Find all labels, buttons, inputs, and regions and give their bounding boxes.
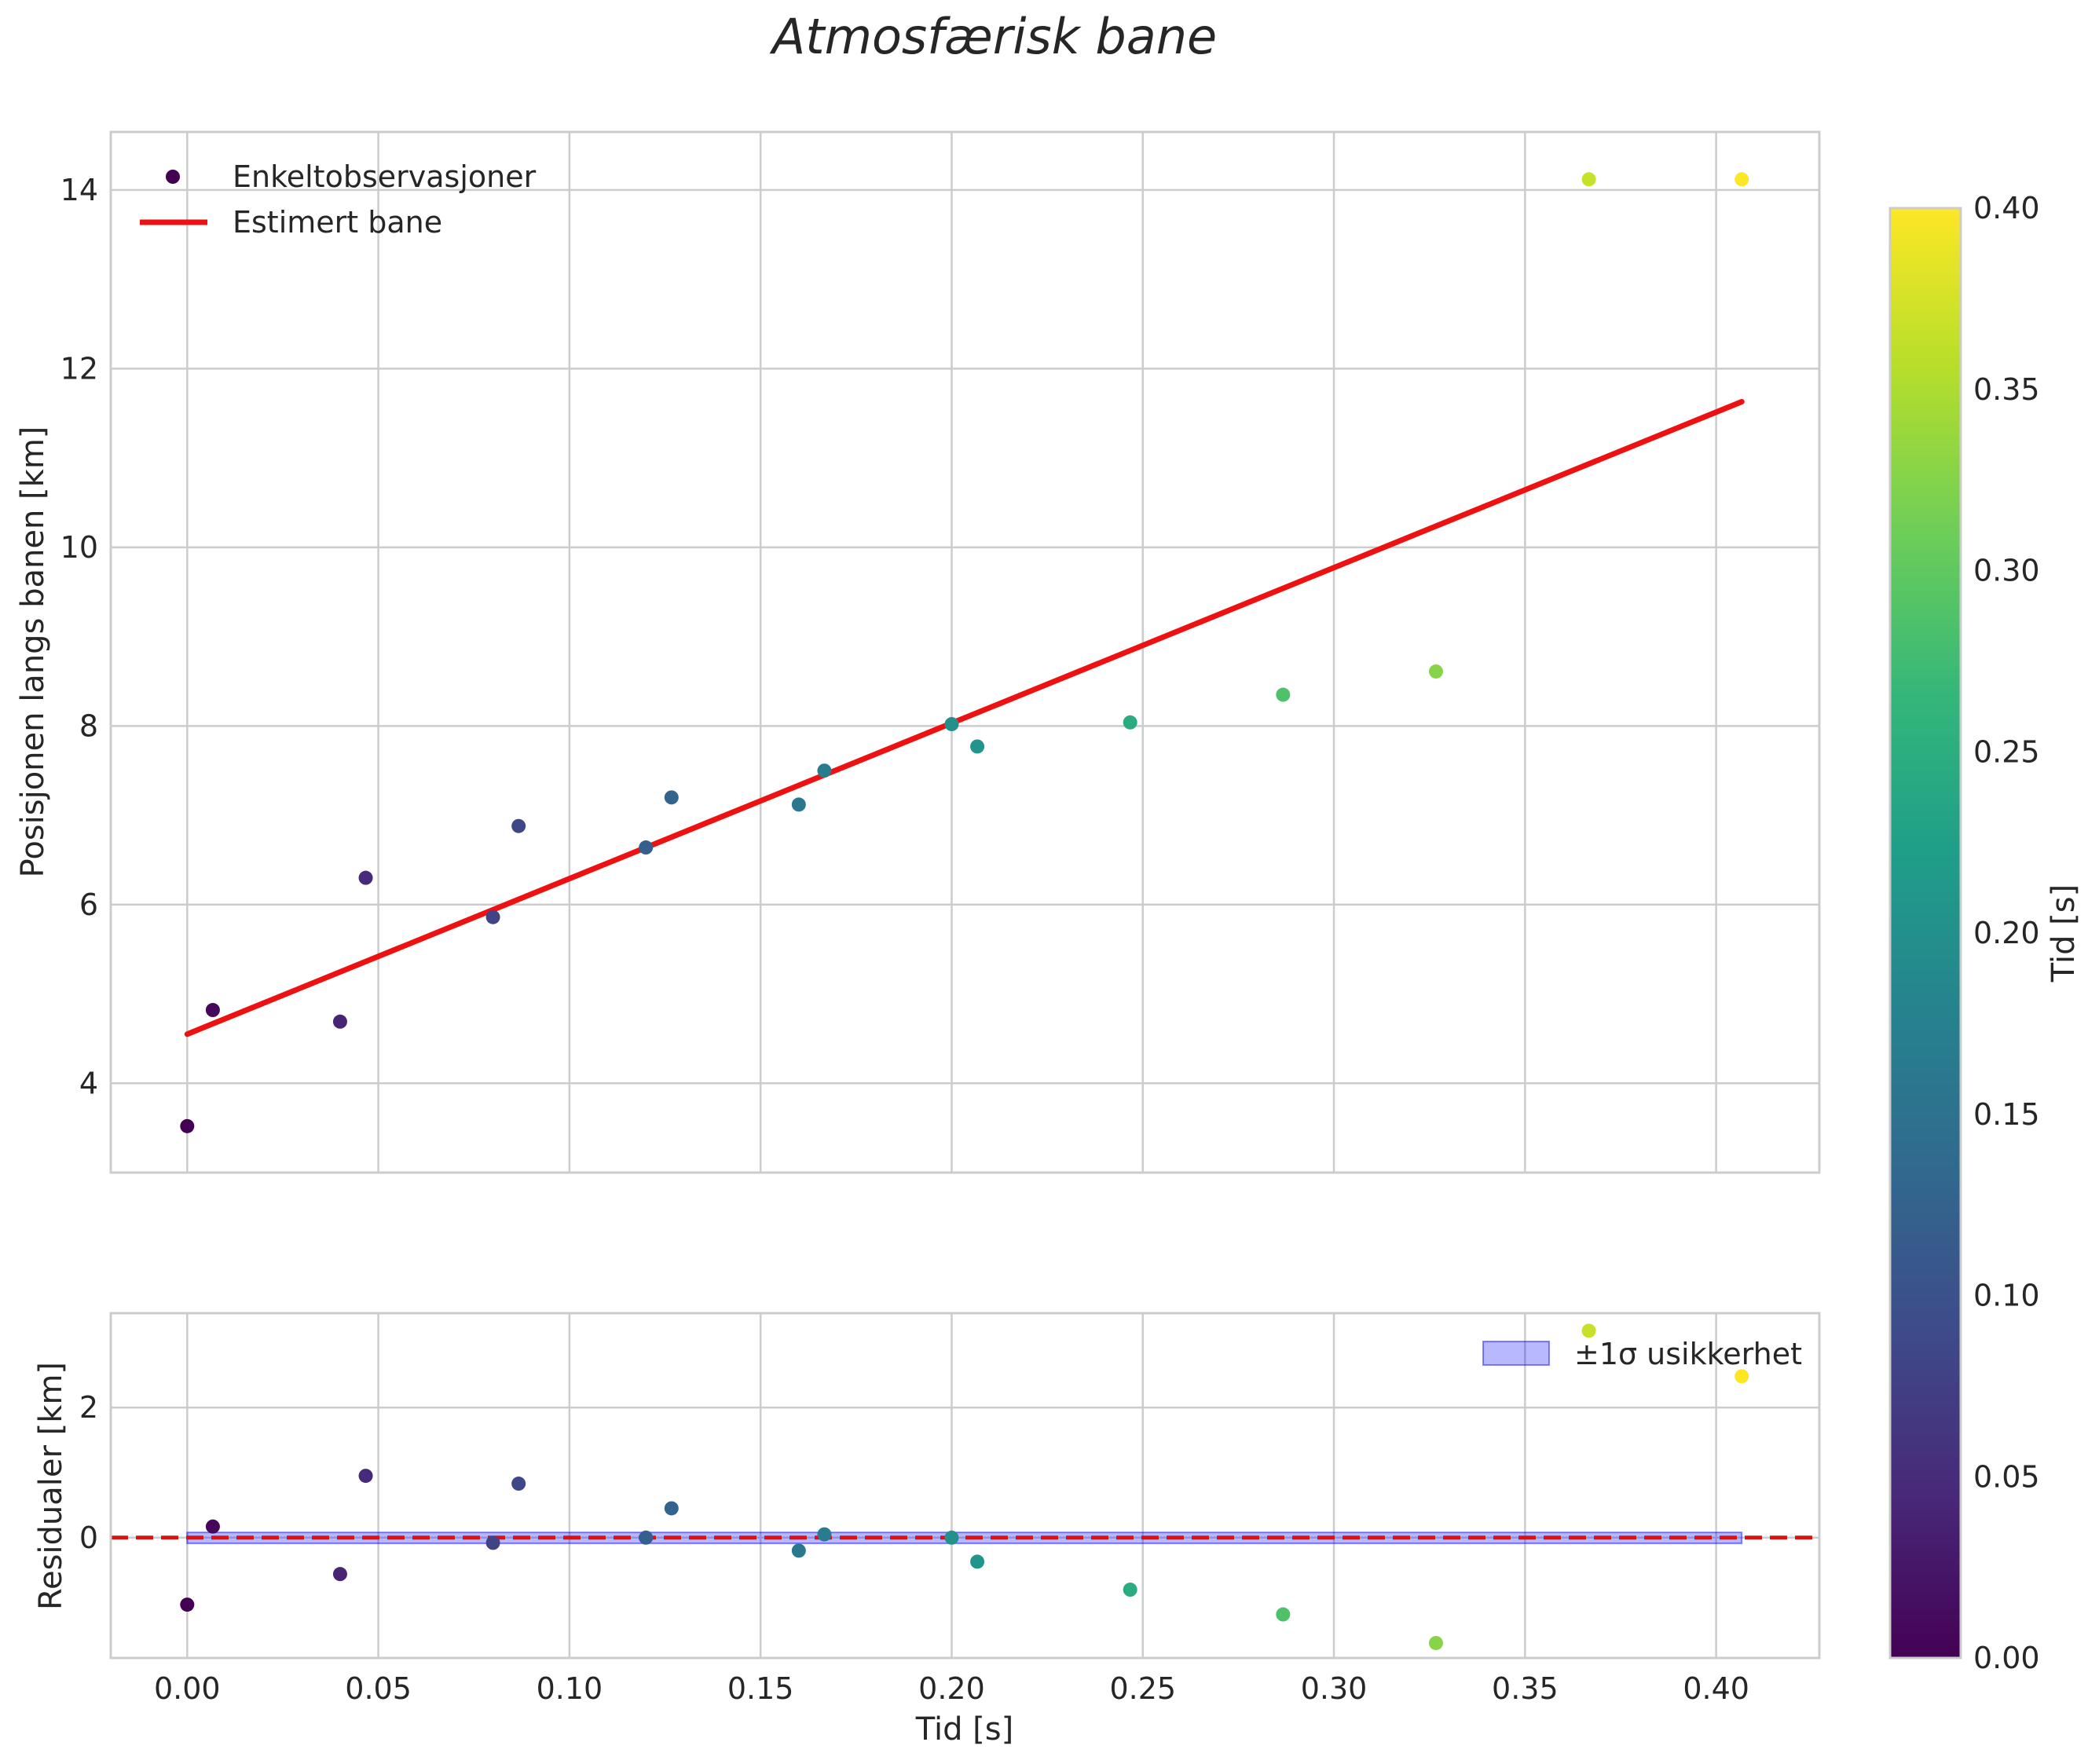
main-grid <box>111 132 1819 1173</box>
colorbar-tick-label: 0.25 <box>1973 734 2040 769</box>
residual-point <box>511 1477 526 1491</box>
x-tick-label: 0.15 <box>727 1671 794 1706</box>
observation-point <box>205 1003 220 1018</box>
colorbar-tick-label: 0.30 <box>1973 554 2040 588</box>
residual-legend: ±1σ usikkerhet <box>1482 1337 1802 1371</box>
colorbar: 0.00 0.05 0.10 0.15 0.20 0.25 0.30 0.35 0.40 Tid… <box>1888 191 2082 1675</box>
residual-point <box>1428 1635 1443 1650</box>
residual-point <box>1581 1323 1596 1338</box>
colorbar-tick-label: 0.40 <box>1973 191 2040 225</box>
x-axis-label: Tid [s] <box>915 1711 1013 1748</box>
chart-title: Atmosfærisk bane <box>769 8 1217 65</box>
main-y-axis-label: Posisjonen langs banen [km] <box>15 426 51 878</box>
residual-point <box>1735 1369 1749 1384</box>
residual-point <box>791 1543 806 1558</box>
residual-point <box>485 1535 500 1550</box>
observation-point <box>791 797 806 812</box>
residual-points <box>180 1323 1749 1650</box>
x-tick-label: 0.25 <box>1109 1671 1176 1706</box>
colorbar-tick-labels: 0.00 0.05 0.10 0.15 0.20 0.25 0.30 0.35 0.40 <box>1973 191 2040 1675</box>
observation-point <box>180 1118 195 1133</box>
x-tick-labels: 0.00 0.05 0.10 0.15 0.20 0.25 0.30 0.35 0.40 <box>154 1671 1749 1706</box>
residual-y-axis-label: Residualer [km] <box>33 1362 69 1610</box>
residual-point <box>970 1554 985 1569</box>
residual-point <box>664 1501 679 1516</box>
colorbar-tick-label: 0.20 <box>1973 916 2040 950</box>
colorbar-label: Tid [s] <box>2046 884 2082 983</box>
observation-point <box>1581 172 1596 187</box>
colorbar-tick-label: 0.15 <box>1973 1097 2040 1132</box>
legend-entry-uncertainty: ±1σ usikkerhet <box>1574 1337 1802 1371</box>
main-plot-frame <box>109 130 1821 1174</box>
colorbar-tick-label: 0.05 <box>1973 1459 2040 1494</box>
observation-point <box>1735 172 1749 187</box>
x-tick-label: 0.35 <box>1492 1671 1559 1706</box>
observation-point <box>511 818 526 833</box>
residual-y-tick-label: 0 <box>79 1521 98 1555</box>
observation-point <box>332 1014 347 1029</box>
observation-point <box>817 763 832 778</box>
observation-point <box>485 909 500 924</box>
residual-y-tick-labels: 02 <box>79 1390 98 1555</box>
main-y-tick-label: 14 <box>60 173 98 207</box>
observation-point <box>1276 687 1291 702</box>
residual-point <box>1123 1583 1137 1597</box>
colorbar-gradient <box>1888 207 1962 1660</box>
observation-point <box>970 739 985 754</box>
legend-entry-observations: Enkeltobservasjoner <box>233 159 537 194</box>
legend-entry-estimated: Estimert bane <box>233 205 442 240</box>
main-y-tick-label: 8 <box>79 708 98 743</box>
residual-point <box>817 1527 832 1542</box>
main-y-tick-labels: 4 6 8 10 12 14 <box>60 173 98 1100</box>
main-plot-panel: 4 6 8 10 12 14 Posisjonen langs banen [km] En… <box>15 130 1821 1174</box>
residual-point <box>205 1519 220 1534</box>
observation-point <box>639 840 654 855</box>
colorbar-tick-label: 0.35 <box>1973 372 2040 407</box>
x-tick-label: 0.40 <box>1683 1671 1749 1706</box>
observation-point <box>1428 664 1443 679</box>
main-y-tick-label: 12 <box>60 351 98 386</box>
residual-plot-panel: 02 0.00 0.05 0.10 0.15 0.20 0.25 0.30 0.35 0.40 … <box>33 1312 1821 1748</box>
residual-point <box>1276 1607 1291 1622</box>
residual-plot-frame <box>109 1312 1821 1660</box>
observation-point <box>664 790 679 805</box>
main-legend: Enkeltobservasjoner Estimert bane <box>140 159 537 240</box>
residual-point <box>944 1530 959 1545</box>
x-tick-label: 0.05 <box>345 1671 412 1706</box>
residual-grid <box>111 1313 1819 1658</box>
colorbar-tick-label: 0.00 <box>1973 1641 2040 1675</box>
legend-scatter-marker <box>166 170 180 184</box>
x-tick-label: 0.20 <box>918 1671 985 1706</box>
residual-point <box>180 1597 195 1612</box>
legend-band-marker <box>1482 1341 1550 1366</box>
main-y-tick-label: 10 <box>60 530 98 565</box>
main-observation-points <box>180 172 1749 1133</box>
observation-point <box>1123 715 1137 730</box>
residual-point <box>332 1567 347 1582</box>
x-tick-label: 0.10 <box>537 1671 603 1706</box>
x-tick-label: 0.00 <box>154 1671 221 1706</box>
residual-y-tick-label: 2 <box>79 1390 98 1425</box>
observation-point <box>358 870 373 885</box>
residual-point <box>358 1469 373 1484</box>
main-y-tick-label: 6 <box>79 887 98 922</box>
colorbar-tick-label: 0.10 <box>1973 1279 2040 1313</box>
x-tick-label: 0.30 <box>1301 1671 1368 1706</box>
main-y-tick-label: 4 <box>79 1066 98 1100</box>
residual-point <box>639 1530 654 1545</box>
estimated-trajectory-line <box>184 398 1745 1038</box>
observation-point <box>944 717 959 732</box>
